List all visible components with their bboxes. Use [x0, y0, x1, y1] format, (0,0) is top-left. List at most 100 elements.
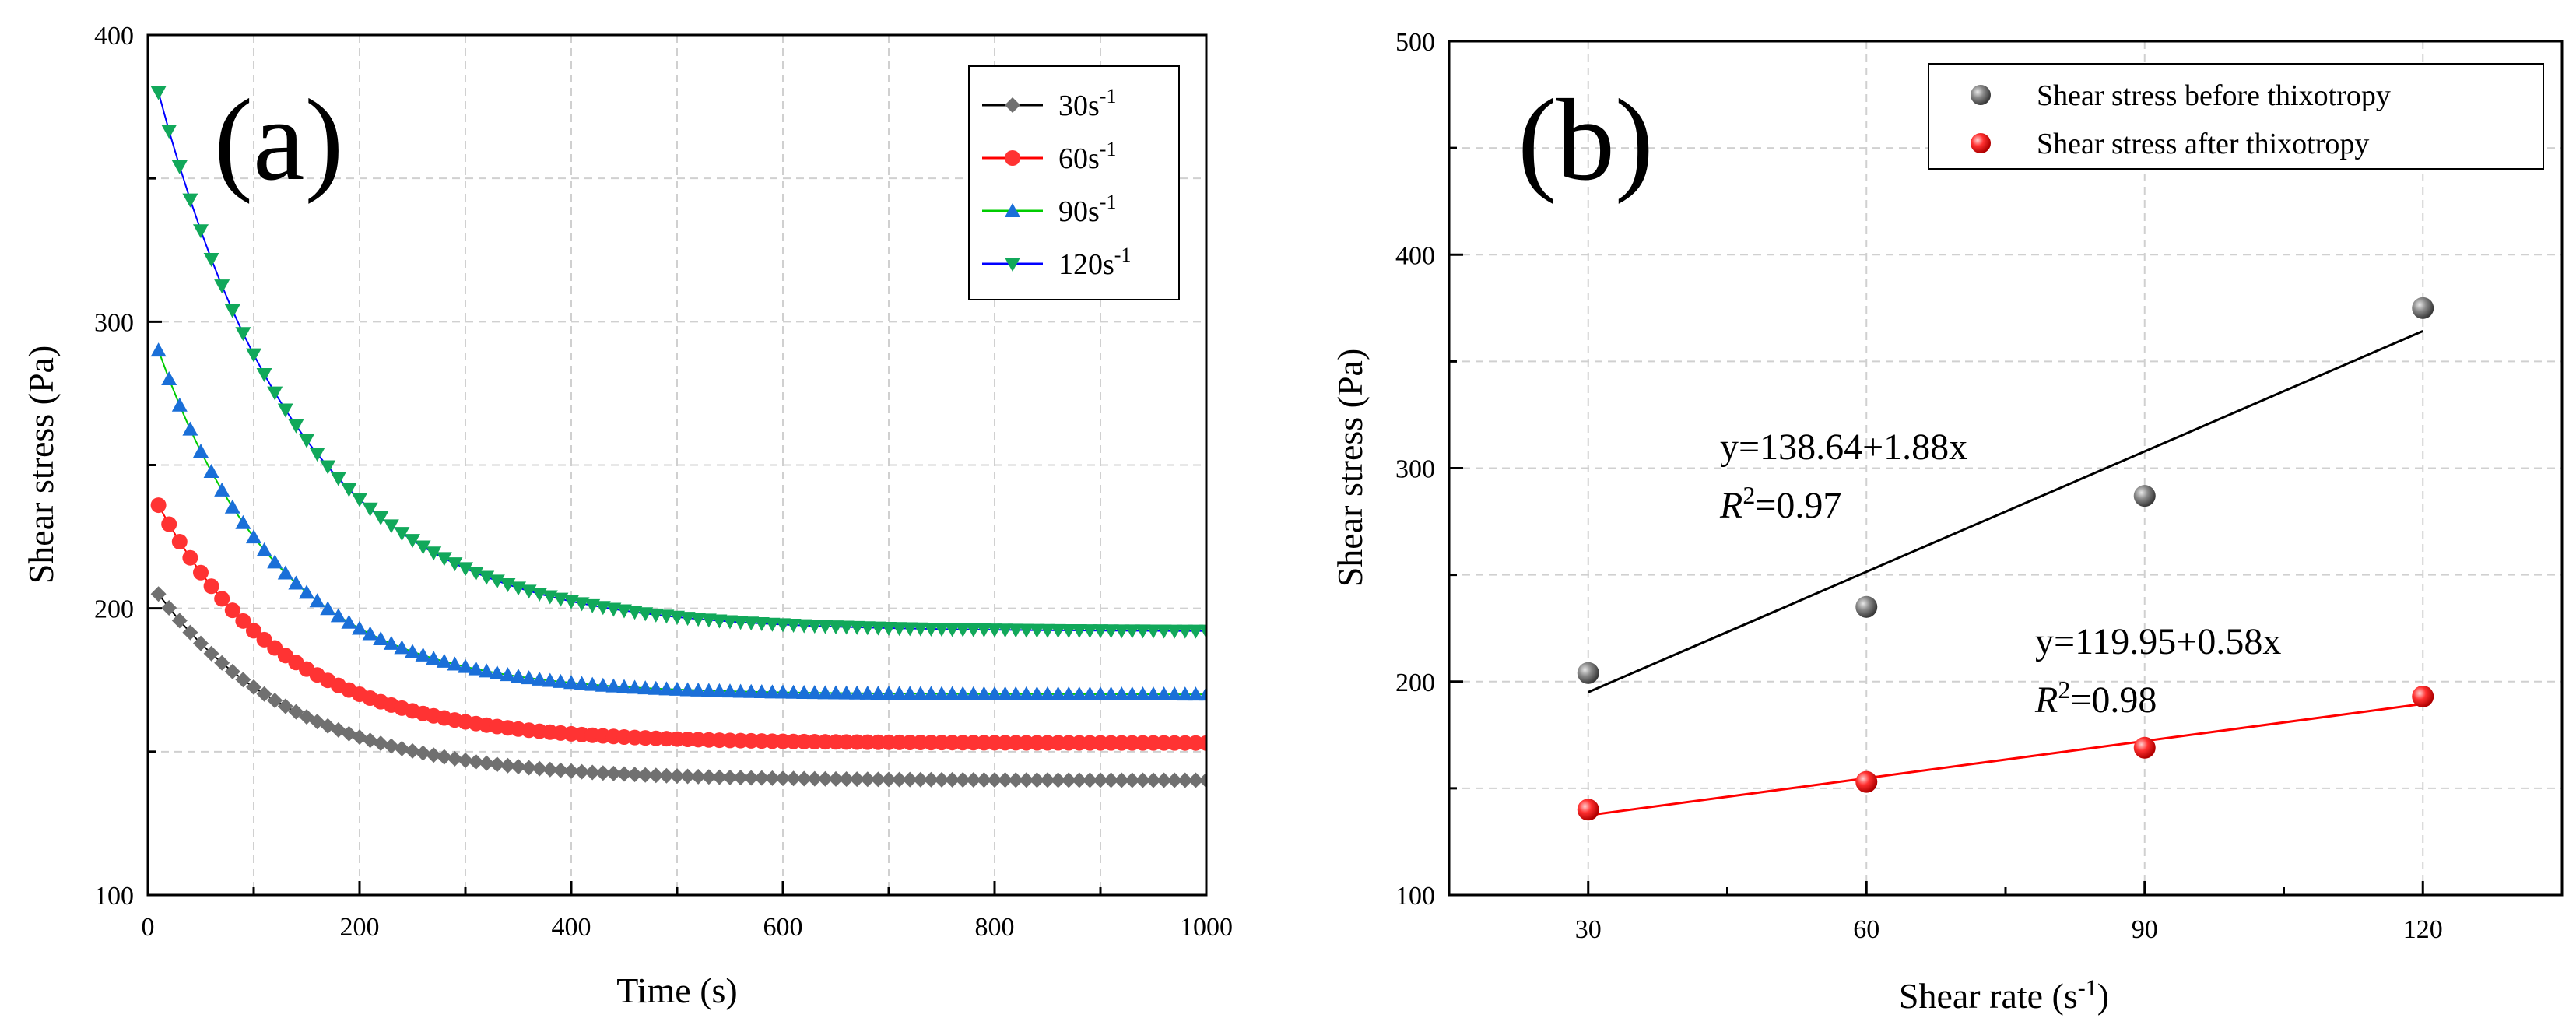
data-point [1093, 772, 1108, 788]
data-point [224, 602, 240, 619]
series-line [157, 349, 1206, 696]
data-point [150, 586, 167, 602]
panel-b-fit-lines [1588, 329, 2423, 817]
panel-a-y-title: Shear stress (Pa) [21, 346, 61, 584]
data-point [224, 304, 240, 318]
legend-label: 30s-1 [1058, 85, 1116, 122]
data-point [394, 740, 410, 756]
data-point [923, 686, 939, 700]
data-point [161, 599, 177, 616]
data-point [1050, 686, 1066, 700]
legend-label: 90s-1 [1058, 191, 1116, 228]
data-point [595, 677, 611, 692]
fit-r2-after-label: R [2034, 679, 2058, 721]
data-point [743, 683, 760, 698]
data-point [267, 692, 283, 708]
legend-label-main: 120s [1058, 248, 1114, 281]
data-point [626, 606, 643, 620]
data-point [256, 367, 272, 382]
panel-b-legend: Shear stress before thixotropy Shear stre… [1928, 63, 2544, 170]
data-point [902, 771, 918, 788]
fit-r2-before-sup: 2 [1742, 481, 1755, 509]
data-point [881, 686, 897, 700]
x-tick-label: 800 [975, 913, 1015, 942]
data-point [553, 673, 569, 688]
panel-b-legend-box [1928, 63, 2544, 170]
data-point [1029, 686, 1045, 700]
data-point [743, 770, 760, 786]
data-point [193, 635, 209, 651]
data-point [1082, 624, 1098, 639]
data-point [426, 546, 442, 561]
x-tick-label: 30 [1575, 915, 1602, 944]
data-point [489, 665, 505, 679]
legend-label-sup: -1 [1114, 244, 1132, 266]
panel-a-series [150, 86, 1206, 788]
panel-b-legend-entries: Shear stress before thixotropy Shear stre… [1971, 79, 2391, 160]
data-point [1156, 624, 1172, 639]
data-point [1093, 686, 1108, 700]
data-point [171, 613, 188, 629]
data-point [764, 684, 781, 699]
data-point [2412, 685, 2434, 707]
data-point [1199, 686, 1206, 701]
data-point [753, 770, 770, 786]
data-point [182, 624, 198, 641]
data-point [764, 770, 781, 786]
data-point [700, 613, 717, 628]
data-point [637, 767, 654, 783]
data-point [489, 756, 505, 773]
data-point [1177, 624, 1193, 639]
data-point [277, 565, 293, 580]
data-point [626, 767, 643, 783]
data-point [426, 747, 442, 763]
data-point [193, 444, 209, 458]
data-point [2133, 736, 2156, 759]
data-point [1577, 662, 1599, 684]
y-tick-label: 200 [1395, 669, 1435, 697]
x-tick-label: 400 [552, 913, 591, 942]
data-point [277, 698, 293, 714]
data-point [965, 772, 981, 788]
data-point [161, 370, 177, 385]
data-point [1114, 772, 1130, 788]
data-point [690, 768, 707, 785]
legend-label-sup: -1 [1100, 191, 1117, 213]
data-point [891, 686, 907, 700]
y-tick-label: 500 [1395, 28, 1435, 57]
legend-label-main: 60s [1058, 142, 1100, 175]
data-point [806, 685, 823, 700]
data-point [489, 574, 505, 589]
data-point [796, 770, 812, 787]
data-point [722, 615, 738, 630]
data-point [658, 609, 675, 624]
data-point [288, 419, 304, 434]
data-point [1124, 624, 1140, 639]
data-point [732, 770, 749, 786]
data-point [341, 483, 357, 497]
data-point [806, 620, 823, 634]
x-tick-label: 600 [763, 913, 803, 942]
data-point [595, 765, 611, 781]
data-point [171, 160, 188, 175]
data-point [1008, 623, 1024, 638]
data-point [1071, 624, 1087, 639]
data-point [785, 684, 802, 699]
data-point [1135, 686, 1151, 701]
data-point [299, 434, 314, 448]
fit-r2-before-label: R [1719, 485, 1742, 526]
data-point [1103, 624, 1119, 639]
data-point [267, 386, 283, 401]
data-point [658, 681, 675, 696]
data-point [182, 421, 198, 436]
data-point [383, 738, 399, 754]
data-point [1029, 623, 1045, 638]
fit-r2-after-value: =0.98 [2070, 679, 2157, 721]
data-point [965, 623, 981, 637]
data-point [859, 685, 876, 700]
data-point [902, 622, 918, 637]
data-point [415, 540, 431, 555]
data-point [468, 567, 484, 581]
data-point [605, 678, 622, 693]
y-tick-label: 100 [94, 882, 134, 911]
